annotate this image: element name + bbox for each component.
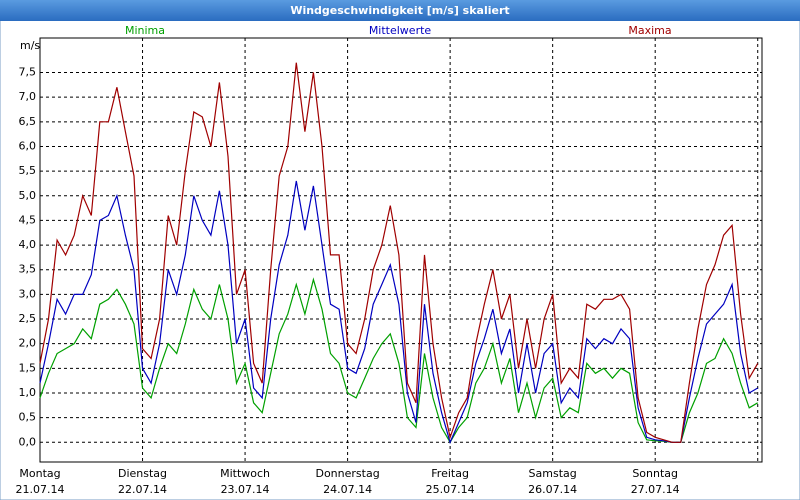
x-tick-label: Dienstag <box>118 467 167 480</box>
y-tick-label: 6,5 <box>19 115 37 128</box>
y-tick-label: 1,5 <box>19 361 37 374</box>
y-tick-label: 5,5 <box>19 164 37 177</box>
y-tick-label: 4,5 <box>19 213 37 226</box>
y-tick-label: 1,0 <box>19 386 37 399</box>
series-line <box>39 180 759 445</box>
x-tick-label: Montag <box>19 467 60 480</box>
x-tick-label: Sonntag <box>632 467 678 480</box>
y-tick-label: 0,5 <box>19 411 37 424</box>
series-line <box>39 277 759 444</box>
legend-entry: Maxima <box>628 24 671 37</box>
x-tick-label: Freitag <box>431 467 469 480</box>
y-axis-label: m/s <box>20 39 40 52</box>
x-tick-label: Mittwoch <box>220 467 270 480</box>
x-tick-date: 26.07.14 <box>528 483 577 496</box>
x-tick-date: 27.07.14 <box>631 483 680 496</box>
series-line <box>39 62 759 443</box>
y-tick-label: 6,0 <box>19 139 37 152</box>
x-tick-date: 25.07.14 <box>426 483 475 496</box>
legend-entry: Minima <box>125 24 165 37</box>
x-tick-date: 22.07.14 <box>118 483 167 496</box>
y-tick-label: 7,5 <box>19 66 37 79</box>
y-tick-label: 2,0 <box>19 337 37 350</box>
y-tick-label: 3,0 <box>19 287 37 300</box>
legend-entry: Mittelwerte <box>369 24 432 37</box>
x-tick-date: 23.07.14 <box>221 483 270 496</box>
x-tick-label: Samstag <box>529 467 577 480</box>
title-bar <box>0 0 800 21</box>
y-tick-label: 5,0 <box>19 189 37 202</box>
y-tick-label: 4,0 <box>19 238 37 251</box>
chart-title: Windgeschwindigkeit [m/s] skaliert <box>290 4 509 17</box>
y-tick-label: 7,0 <box>19 90 37 103</box>
y-tick-label: 2,5 <box>19 312 37 325</box>
x-tick-date: 24.07.14 <box>323 483 372 496</box>
y-tick-label: 3,5 <box>19 263 37 276</box>
x-tick-label: Donnerstag <box>315 467 379 480</box>
x-tick-date: 21.07.14 <box>16 483 65 496</box>
y-tick-label: 0,0 <box>19 435 37 448</box>
